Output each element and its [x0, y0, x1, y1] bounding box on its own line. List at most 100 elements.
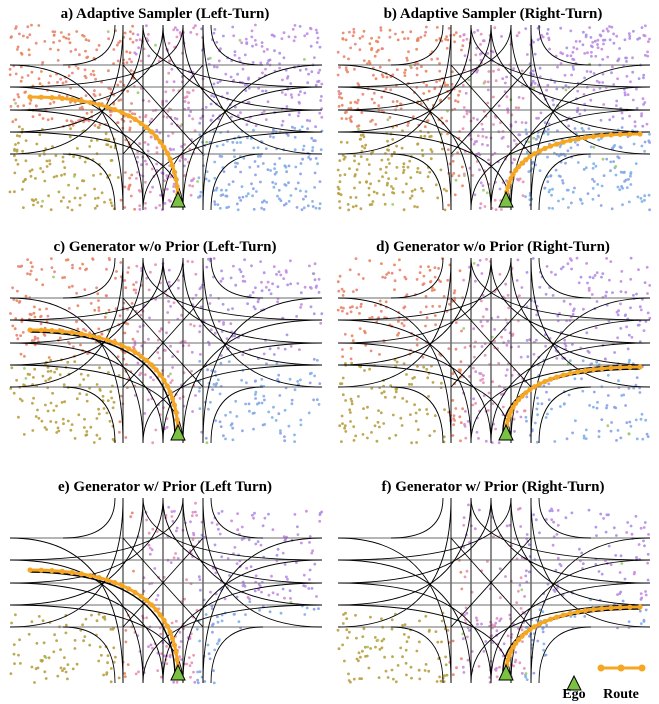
- sample-point: [359, 137, 363, 141]
- sample-point: [414, 419, 418, 423]
- sample-point: [388, 436, 391, 440]
- route-dot: [516, 164, 522, 170]
- sample-point: [167, 505, 171, 509]
- sample-point: [594, 54, 598, 58]
- sample-point: [93, 308, 97, 312]
- sample-point: [158, 329, 162, 333]
- sample-point: [517, 96, 521, 99]
- sample-point: [493, 26, 497, 30]
- sample-point: [410, 441, 413, 445]
- sample-point: [341, 376, 345, 380]
- sample-point: [163, 179, 167, 183]
- sample-point: [395, 68, 399, 71]
- sample-point: [111, 406, 115, 410]
- sample-point: [239, 111, 242, 115]
- sample-point: [73, 647, 77, 650]
- ego-vehicle-icon: [498, 663, 514, 681]
- sample-point: [239, 170, 243, 174]
- sample-point: [394, 390, 398, 394]
- sample-point: [513, 430, 516, 433]
- turn-arc: [337, 364, 512, 444]
- sample-point: [366, 436, 369, 440]
- sample-point: [155, 598, 158, 602]
- sample-points: [9, 501, 324, 685]
- sample-point: [520, 69, 524, 73]
- sample-point: [623, 577, 627, 581]
- turn-arc: [530, 297, 651, 444]
- sample-point: [344, 430, 348, 433]
- sample-point: [369, 182, 372, 186]
- sample-point: [22, 180, 25, 184]
- route-dot: [171, 642, 178, 648]
- route-dot: [96, 575, 102, 581]
- panel-a-plot: [8, 23, 324, 212]
- sample-point: [524, 27, 528, 30]
- sample-point: [466, 635, 469, 639]
- sample-point: [100, 332, 104, 336]
- sample-point: [61, 669, 64, 672]
- sample-point: [471, 403, 475, 407]
- sample-point: [380, 639, 384, 643]
- sample-point: [69, 127, 72, 131]
- sample-point: [197, 575, 201, 579]
- sample-point: [618, 592, 622, 595]
- sample-point: [377, 104, 381, 107]
- sample-point: [402, 171, 405, 175]
- turn-arc: [390, 497, 444, 539]
- sample-point: [515, 601, 519, 604]
- sample-point: [82, 378, 86, 381]
- sample-point: [349, 119, 353, 122]
- sample-point: [461, 632, 465, 636]
- sample-point: [582, 307, 585, 311]
- sample-point: [424, 663, 428, 666]
- sample-point: [112, 660, 116, 664]
- sample-point: [83, 426, 86, 429]
- sample-point: [385, 165, 388, 169]
- sample-point: [430, 58, 434, 61]
- route-dot: [508, 175, 514, 181]
- sample-point: [480, 122, 484, 126]
- sample-point: [647, 533, 650, 536]
- sample-point: [545, 88, 548, 92]
- sample-point: [393, 279, 397, 283]
- route-dot: [627, 364, 633, 370]
- sample-point: [311, 149, 314, 153]
- sample-point: [95, 204, 99, 208]
- sample-point: [19, 65, 23, 69]
- sample-point: [73, 196, 77, 200]
- sample-point: [571, 50, 575, 54]
- sample-point: [302, 144, 306, 148]
- sample-point: [601, 29, 605, 33]
- sample-point: [285, 270, 288, 274]
- sample-point: [56, 48, 60, 52]
- sample-point: [278, 394, 282, 397]
- sample-point: [40, 268, 44, 271]
- sample-point: [410, 676, 413, 680]
- ego-vehicle-icon: [170, 423, 186, 441]
- sample-point: [112, 646, 116, 650]
- sample-point: [261, 423, 265, 427]
- sample-point: [563, 73, 567, 77]
- sample-point: [595, 534, 598, 537]
- sample-point: [647, 139, 651, 143]
- sample-point: [39, 322, 43, 326]
- sample-point: [130, 302, 134, 305]
- sample-point: [169, 199, 172, 203]
- sample-point: [533, 52, 537, 56]
- route-dot: [161, 617, 167, 623]
- sample-point: [597, 194, 601, 198]
- sample-point: [503, 81, 507, 85]
- turn-arcs: [9, 24, 323, 211]
- sample-point: [642, 618, 646, 622]
- sample-point: [592, 180, 596, 183]
- route-dot: [49, 568, 55, 574]
- sample-point: [610, 71, 613, 75]
- sample-point: [474, 53, 478, 57]
- sample-point: [192, 670, 195, 674]
- sample-point: [615, 534, 618, 537]
- sample-point: [32, 311, 36, 315]
- sample-point: [18, 134, 21, 138]
- legend: Ego Route: [562, 664, 646, 702]
- sample-point: [283, 183, 287, 186]
- sample-point: [390, 618, 394, 622]
